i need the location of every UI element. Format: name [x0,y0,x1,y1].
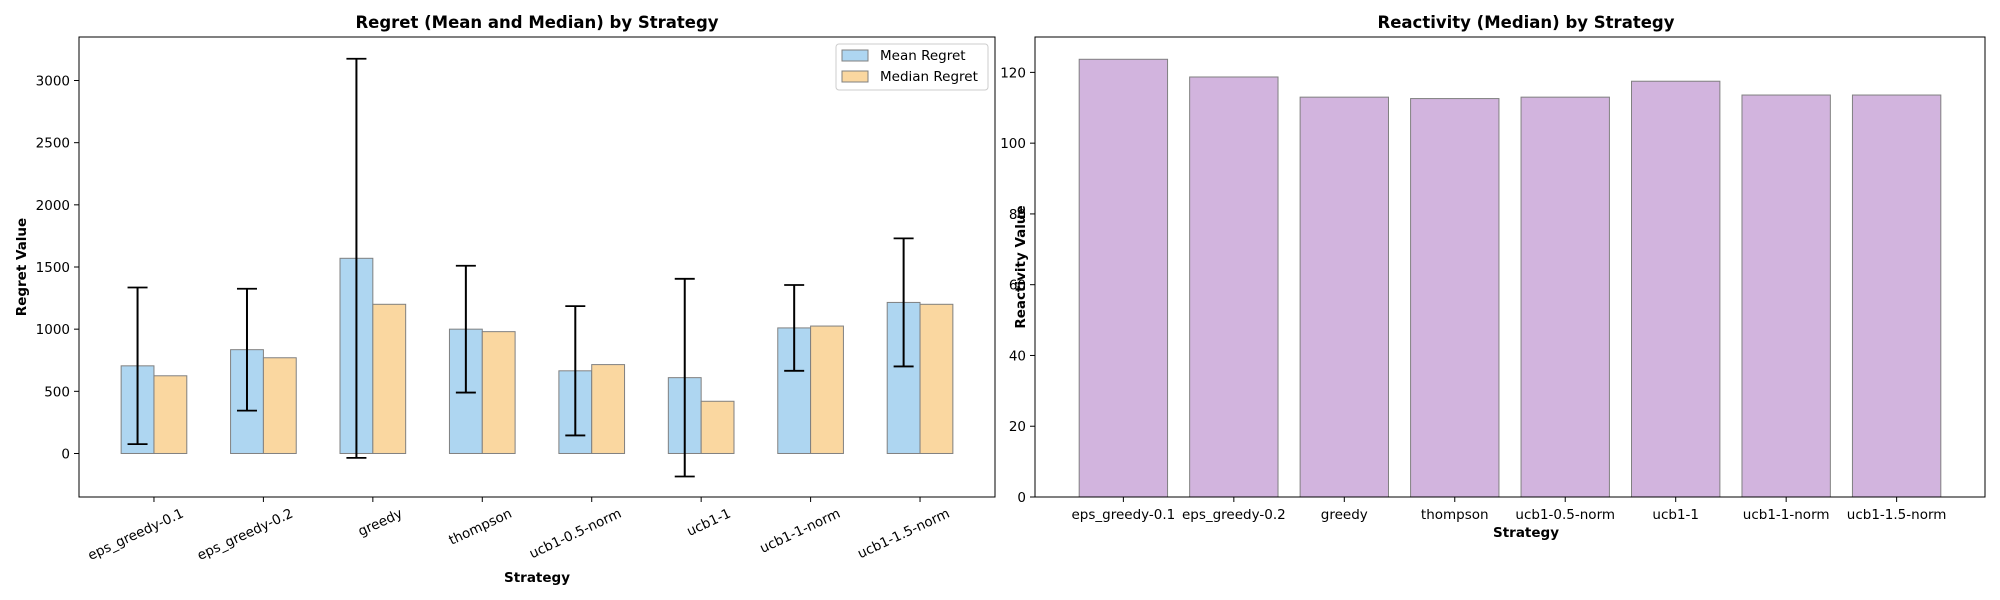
x-tick-label: ucb1-1 [1652,507,1699,523]
regret-x-axis: eps_greedy-0.1 eps_greedy-0.2 greedy thomps… [85,497,952,564]
median-regret-bar [262,357,297,454]
x-tick-label: ucb1-1-norm [757,506,842,557]
median-regret-bar [372,303,407,454]
regret-error-bars [127,57,914,478]
reactivity-plot-frame [1034,36,1986,498]
x-tick-label: thompson [1421,507,1489,523]
x-tick-label: ucb1-1.5-norm [855,506,952,563]
legend-swatch-median [841,70,869,83]
legend-box [835,43,989,91]
x-tick-label: eps_greedy-0.1 [85,506,186,564]
x-tick-label: ucb1-1-norm [1743,507,1830,523]
y-tick-label: 2500 [36,136,70,152]
x-tick-label: ucb1-0.5-norm [527,506,624,563]
reactivity-bar [1631,80,1721,498]
y-tick-label: 1500 [36,260,70,276]
regret-chart-title: Regret (Mean and Median) by Strategy [355,13,718,32]
reactivity-bar [1741,94,1831,498]
reactivity-chart: Reactivity (Median) by Strategy Strategy… [1000,13,1986,541]
x-tick-label: greedy [356,506,405,540]
y-tick-label: 3000 [36,74,70,90]
reactivity-bar [1851,94,1942,498]
x-tick-label: ucb1-0.5-norm [1515,507,1615,523]
reactivity-chart-ylabel: Reactivity Value [1013,205,1029,328]
regret-chart-ylabel: Regret Value [14,218,30,316]
y-tick-label: 0 [1017,490,1026,506]
regret-plot-frame [78,36,996,498]
x-tick-label: eps_greedy-0.2 [1182,507,1286,523]
reactivity-bar [1189,76,1279,498]
x-tick-label: eps_greedy-0.1 [1071,507,1175,523]
reactivity-y-axis: 0 20 40 60 80 100 120 [1000,65,1035,506]
y-tick-label: 100 [1000,136,1026,152]
regret-legend: Mean Regret Median Regret [835,43,989,91]
regret-chart: Regret (Mean and Median) by Strategy Str… [14,13,996,586]
reactivity-bar [1078,58,1169,498]
reactivity-chart-title: Reactivity (Median) by Strategy [1378,13,1675,32]
median-regret-bar [591,364,626,454]
median-regret-bar [919,303,954,454]
legend-swatch-mean [841,49,869,62]
reactivity-bar [1520,96,1610,498]
x-tick-label: eps_greedy-0.2 [195,506,296,564]
x-tick-label: thompson [446,506,514,549]
reactivity-bar [1410,98,1500,498]
reactivity-bar [1299,96,1389,498]
median-regret-bar [153,375,188,454]
median-regret-bar [810,325,844,454]
y-tick-label: 20 [1009,419,1026,435]
y-tick-label: 2000 [36,198,70,214]
y-tick-label: 0 [61,446,70,462]
reactivity-chart-xlabel: Strategy [1493,525,1559,541]
y-tick-label: 120 [1000,65,1026,81]
y-tick-label: 80 [1009,207,1026,223]
x-tick-label: ucb1-1.5-norm [1847,507,1947,523]
legend-label-median: Median Regret [880,69,978,85]
x-tick-label: ucb1-1 [684,506,733,540]
reactivity-x-axis: eps_greedy-0.1 eps_greedy-0.2 greedy thomps… [1071,497,1946,523]
legend-label-mean: Mean Regret [880,48,966,64]
median-regret-bar [700,400,735,454]
y-tick-label: 40 [1009,348,1026,364]
median-regret-bar [481,331,516,454]
y-tick-label: 60 [1009,278,1026,294]
reactivity-bars [1078,58,1942,498]
regret-bars [120,257,954,454]
regret-y-axis: 0 500 1000 1500 2000 2500 3000 [36,74,79,462]
y-tick-label: 500 [44,384,70,400]
x-tick-label: greedy [1321,507,1368,523]
regret-chart-xlabel: Strategy [504,570,570,586]
y-tick-label: 1000 [36,322,70,338]
